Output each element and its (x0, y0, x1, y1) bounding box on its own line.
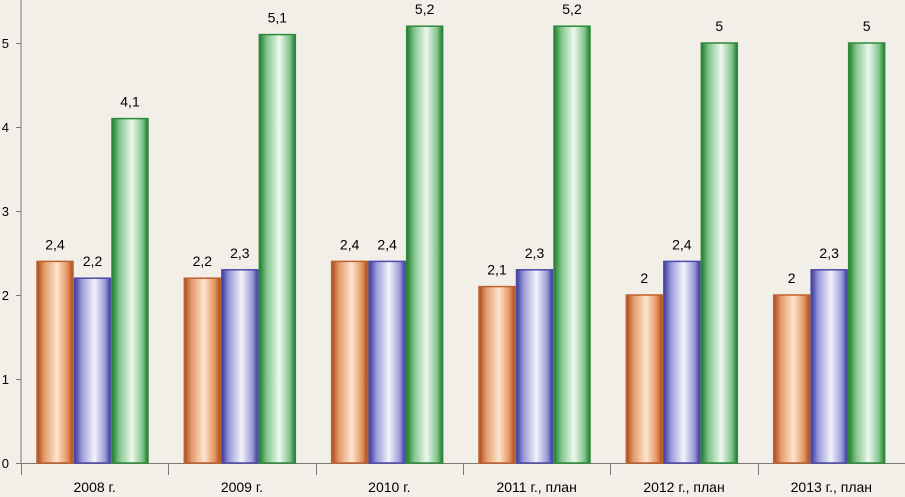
data-label: 2,4 (377, 236, 397, 252)
x-category-label: 2011 г., план (496, 479, 576, 495)
bar-series-2 (663, 260, 701, 464)
bar-series-3 (111, 117, 149, 464)
y-tick-label: 1 (2, 372, 9, 387)
y-axis: 0 1 2 3 4 5 (2, 0, 22, 471)
data-label: 5,2 (415, 1, 435, 17)
data-label: 5,2 (562, 1, 582, 17)
data-label: 2,3 (230, 245, 250, 261)
x-category-label: 2012 г., план (643, 479, 724, 495)
data-label: 2,4 (45, 236, 65, 252)
bar-series-1 (478, 285, 516, 464)
bar-series-1 (330, 260, 369, 464)
data-label: 2,3 (525, 245, 545, 261)
bar-series-2 (810, 269, 848, 464)
bar-series-2 (368, 260, 406, 464)
data-label: 5 (863, 18, 871, 34)
data-label: 2,2 (83, 253, 103, 269)
data-label: 2 (788, 270, 796, 286)
data-label: 2,3 (819, 245, 839, 261)
y-tick-label: 3 (2, 204, 9, 219)
x-category-label: 2009 г. (221, 479, 263, 495)
bar-series-1 (183, 277, 222, 464)
y-tick-label: 5 (2, 36, 9, 51)
bar-series-2 (515, 269, 554, 464)
data-label: 2 (640, 270, 648, 286)
y-tick-label: 0 (2, 456, 9, 471)
data-label: 2,4 (340, 236, 360, 252)
data-label: 5 (715, 18, 723, 34)
data-label: 5,1 (268, 10, 288, 26)
data-label: 2,4 (672, 236, 692, 252)
bar-series-3 (700, 42, 739, 464)
y-tick-label: 4 (2, 120, 9, 135)
x-axis: 2008 г. 2009 г. 2010 г. 2011 г., план 2012 г… (21, 463, 905, 495)
data-label: 2,2 (193, 253, 213, 269)
data-label: 2,1 (487, 262, 507, 278)
bar-series-2 (73, 277, 112, 464)
x-category-label: 2013 г., план (791, 479, 872, 495)
bar-series-3 (553, 25, 591, 464)
data-labels-group: 2,4 2,2 2,4 2,1 2 2 2,2 2,3 2,4 2,3 2,4 2,3 4,1 5,1 5,… (45, 1, 871, 286)
y-tick-label: 2 (2, 288, 9, 303)
bar-series-1 (625, 294, 664, 464)
x-category-label: 2010 г. (368, 479, 410, 495)
bars-group (36, 25, 886, 464)
bar-series-3 (847, 42, 886, 464)
data-label: 4,1 (120, 94, 140, 110)
bar-series-1 (36, 260, 74, 464)
bar-series-3 (258, 33, 297, 464)
x-category-label: 2008 г. (74, 479, 116, 495)
bar-series-3 (405, 25, 444, 464)
bar-series-1 (772, 294, 811, 464)
bar-series-2 (221, 269, 259, 464)
